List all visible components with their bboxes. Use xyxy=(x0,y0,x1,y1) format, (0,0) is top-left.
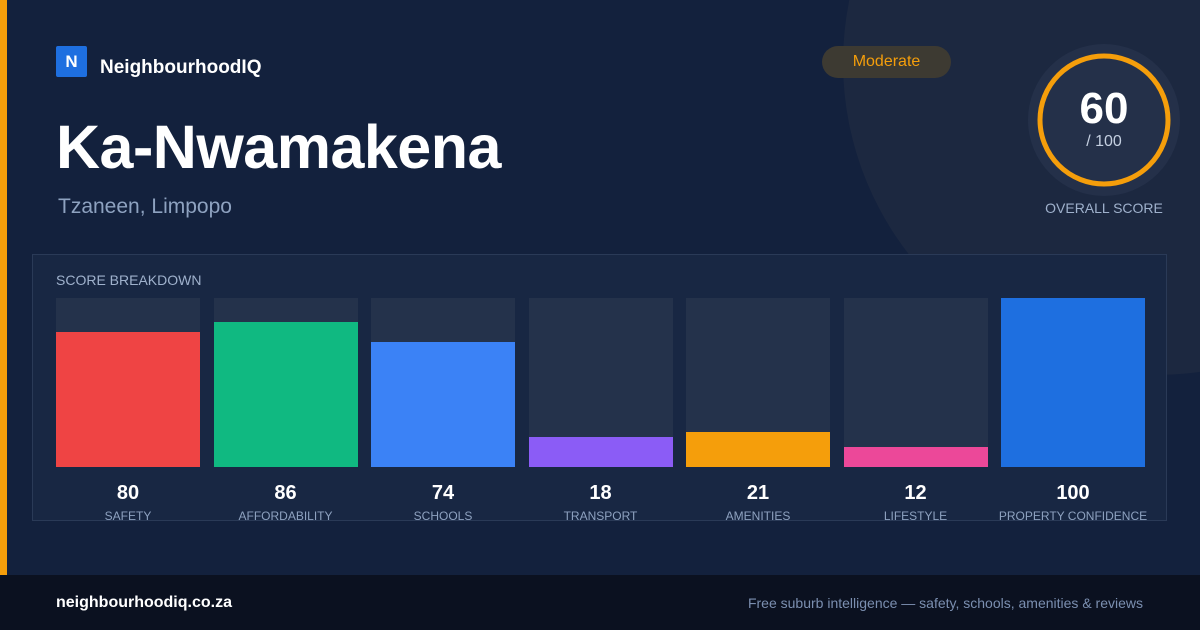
bar-value: 18 xyxy=(589,482,612,504)
bar-column-property-confidence: 100 PROPERTY CONFIDENCE xyxy=(999,298,1147,523)
bar-track xyxy=(528,298,673,467)
overall-score-value: 60 xyxy=(1079,84,1129,133)
bar-column-schools: 74 SCHOOLS xyxy=(371,298,515,523)
bar-column-transport: 18 TRANSPORT xyxy=(528,298,673,523)
bar-label: LIFESTYLE xyxy=(883,509,948,523)
bar-label: SCHOOLS xyxy=(413,509,473,523)
overall-score-ring: 60 / 100 xyxy=(1028,44,1180,196)
bar-label: SAFETY xyxy=(104,509,152,523)
bar-value: 12 xyxy=(904,482,927,504)
bar-label: AFFORDABILITY xyxy=(238,509,333,523)
bar-fill-schools xyxy=(371,342,515,467)
brand-name: NeighbourhoodIQ xyxy=(100,57,262,78)
footer-domain-link[interactable]: neighbourhoodiq.co.za xyxy=(56,594,232,611)
share-card: N NeighbourhoodIQ Ka-Nwamakena Tzaneen, … xyxy=(0,0,1200,575)
score-ring-arc xyxy=(1037,53,1171,187)
bar-fill-safety xyxy=(56,332,200,467)
bar-label: AMENITIES xyxy=(725,509,791,523)
overall-score-caption: OVERALL SCORE xyxy=(1045,200,1163,216)
bar-label: TRANSPORT xyxy=(563,509,638,523)
suburb-location: Tzaneen, Limpopo xyxy=(58,195,232,218)
score-ring-graphic xyxy=(1028,44,1180,196)
bar-column-affordability: 86 AFFORDABILITY xyxy=(213,298,358,523)
bar-value: 86 xyxy=(274,482,297,504)
bar-track xyxy=(843,298,988,467)
bar-track xyxy=(371,298,515,467)
suburb-title: Ka-Nwamakena xyxy=(56,113,501,181)
bar-track xyxy=(1001,298,1145,467)
brand-logo-icon: N xyxy=(56,46,87,77)
bar-fill-amenities xyxy=(686,432,830,467)
accent-stripe xyxy=(0,0,7,575)
bar-value: 100 xyxy=(1056,482,1090,504)
bar-value: 80 xyxy=(116,482,140,504)
bar-column-amenities: 21 AMENITIES xyxy=(686,298,830,523)
bar-fill-affordability xyxy=(213,322,358,467)
bar-column-lifestyle: 12 LIFESTYLE xyxy=(843,298,988,523)
bar-column-safety: 80 SAFETY xyxy=(56,298,200,523)
bar-fill-lifestyle xyxy=(843,447,988,467)
bar-track xyxy=(213,298,358,467)
rating-badge: Moderate xyxy=(822,46,951,78)
bar-track xyxy=(686,298,830,467)
bar-value: 21 xyxy=(746,482,770,504)
bar-fill-transport xyxy=(528,437,673,467)
bar-label: PROPERTY CONFIDENCE xyxy=(998,509,1148,523)
footer: neighbourhoodiq.co.za Free suburb intell… xyxy=(0,575,1200,630)
bar-value: 74 xyxy=(431,482,455,504)
score-breakdown-panel: SCORE BREAKDOWN 80 SAFETY 86 AFFORDABILITY 7… xyxy=(32,254,1167,523)
overall-score-max: / 100 xyxy=(1086,133,1122,150)
breakdown-title: SCORE BREAKDOWN xyxy=(56,272,202,288)
footer-tagline: Free suburb intelligence — safety, schoo… xyxy=(747,595,1143,611)
bar-track xyxy=(56,298,200,467)
bar-fill-property-confidence xyxy=(1001,298,1145,467)
